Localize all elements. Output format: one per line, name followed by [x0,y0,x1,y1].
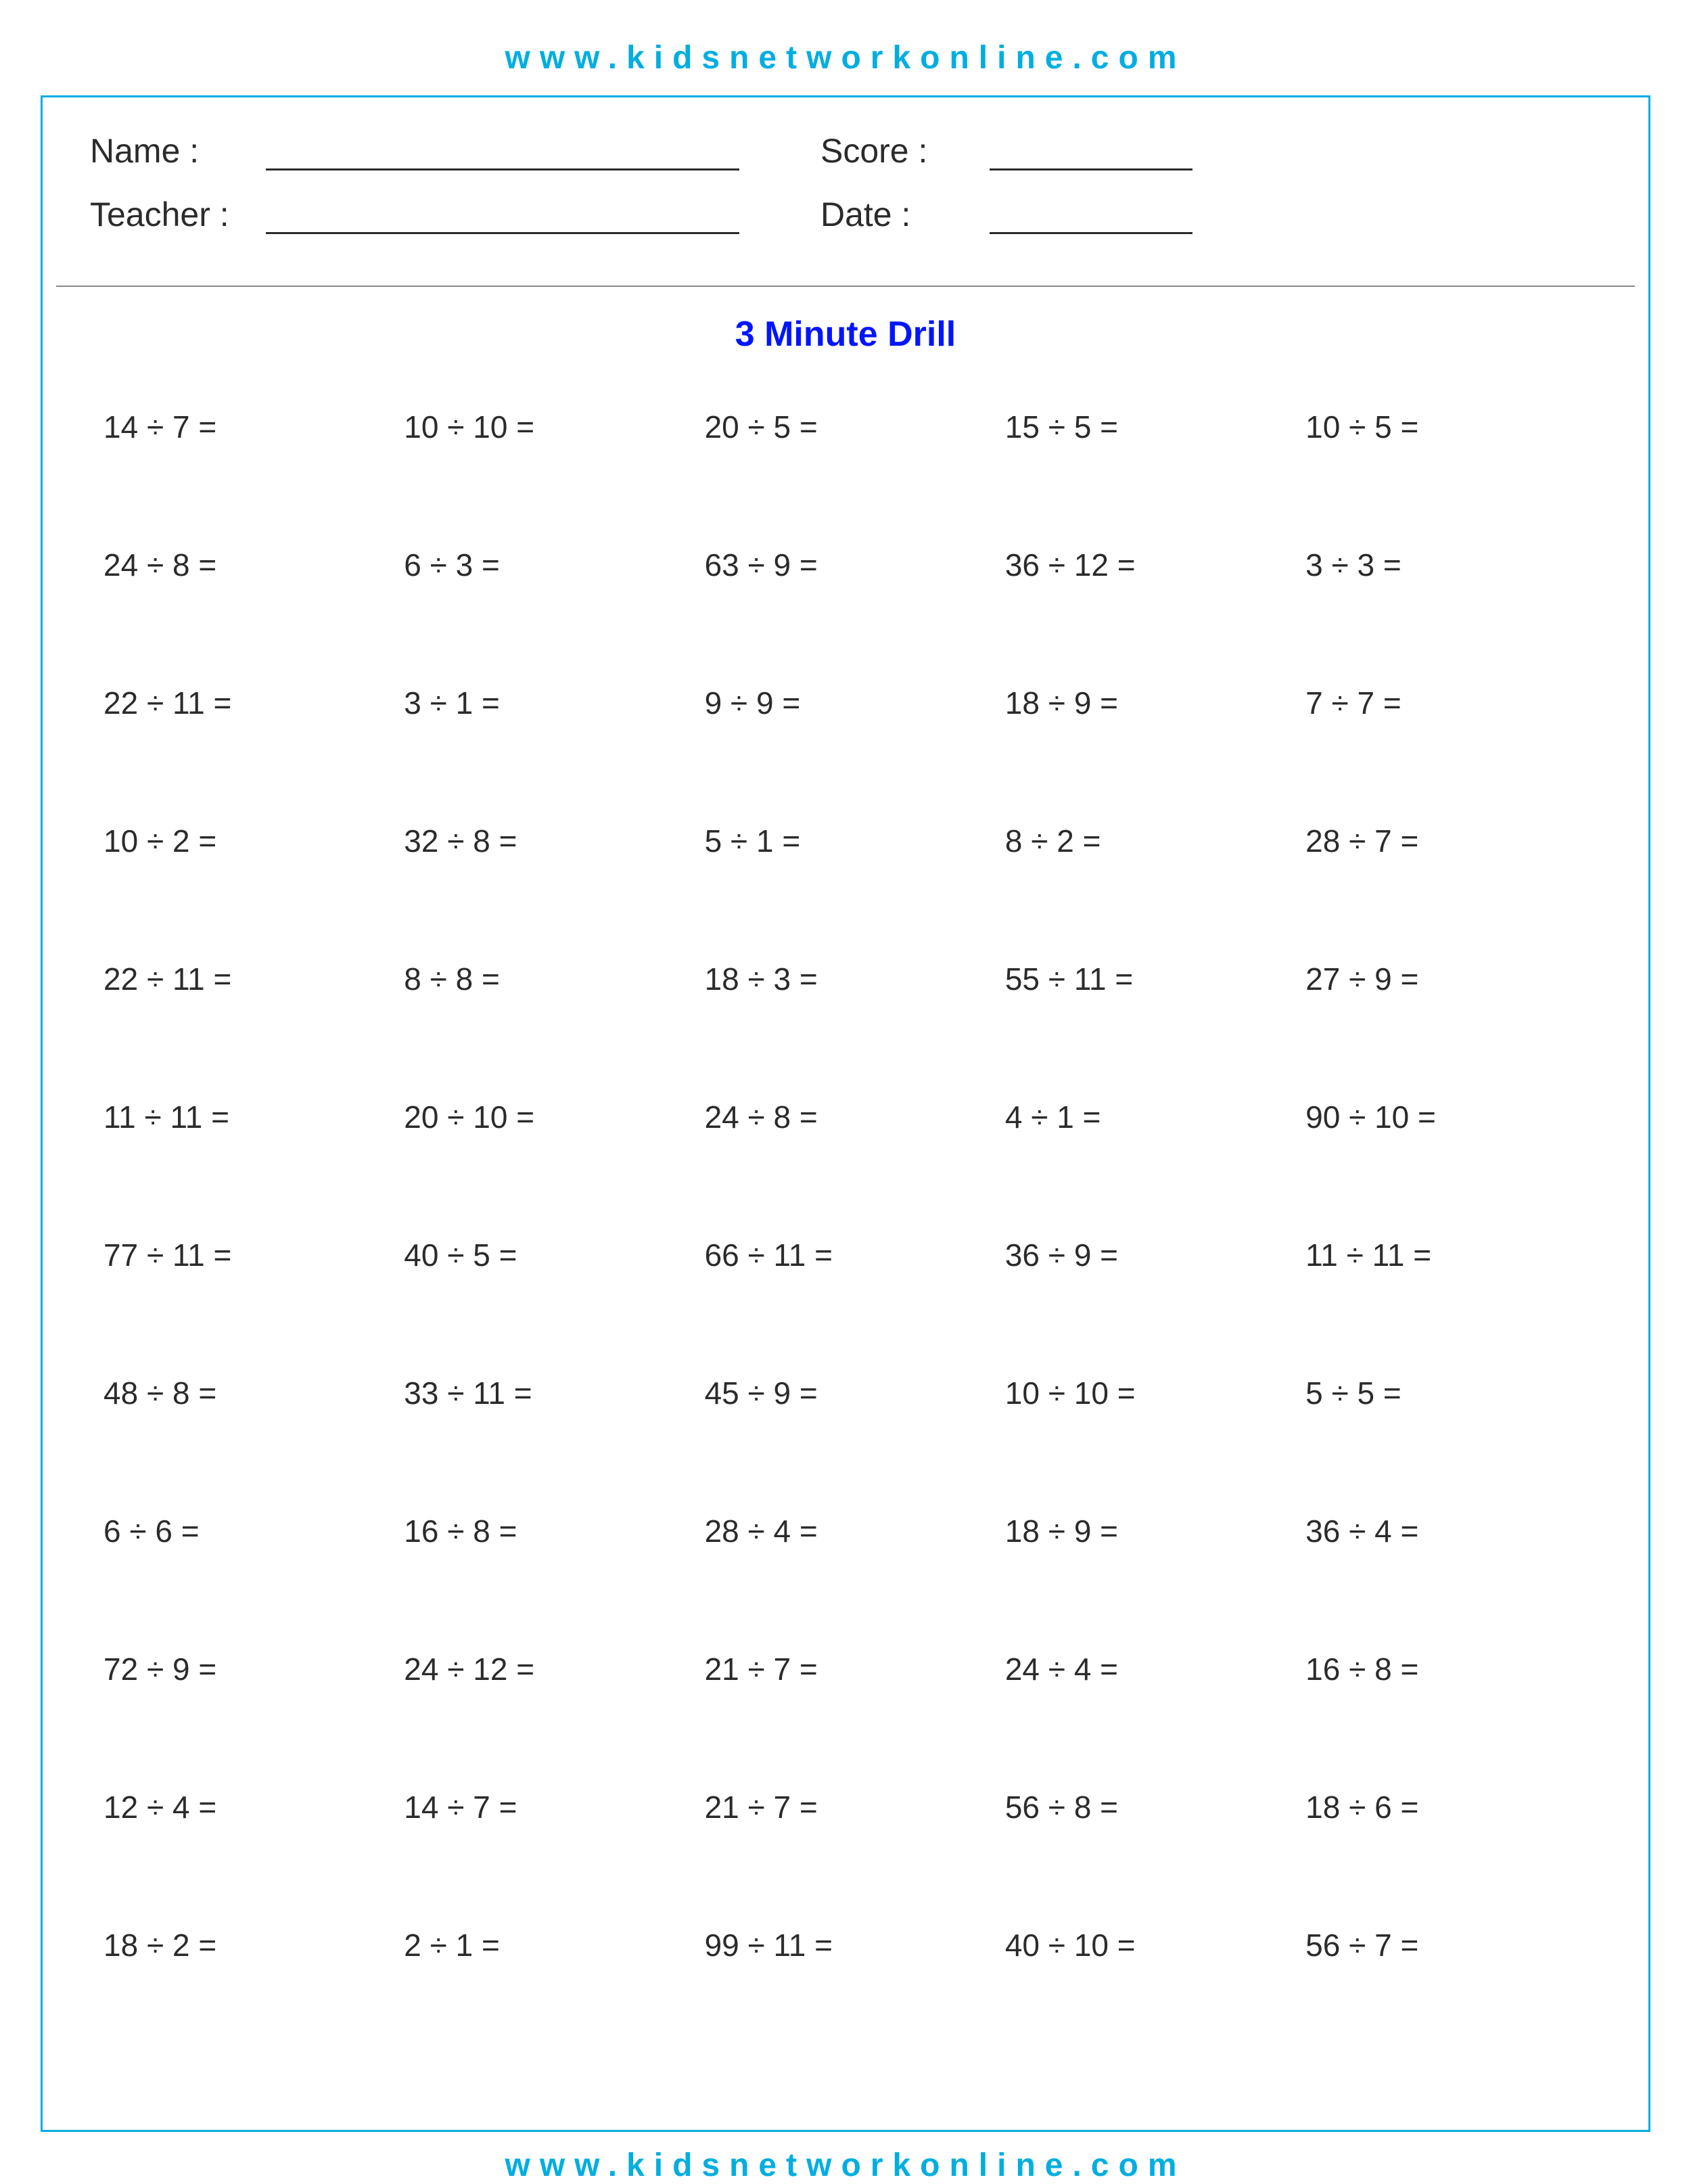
problem-cell: 11 ÷ 11 = [103,1099,386,1135]
problem-cell: 24 ÷ 8 = [705,1099,987,1135]
problem-row: 72 ÷ 9 = 24 ÷ 12 = 21 ÷ 7 = 24 ÷ 4 = 16 ÷ 8 … [103,1651,1588,1687]
teacher-label: Teacher : [90,195,266,234]
teacher-blank[interactable] [266,202,739,234]
problem-cell: 24 ÷ 4 = [1005,1651,1287,1687]
problem-cell: 40 ÷ 5 = [404,1237,686,1273]
problem-cell: 3 ÷ 1 = [404,685,686,721]
problem-cell: 18 ÷ 3 = [705,961,987,997]
problem-cell: 77 ÷ 11 = [103,1237,386,1273]
header-row-2: Teacher : Date : [90,195,1601,234]
problem-cell: 8 ÷ 2 = [1005,823,1287,859]
problem-row: 77 ÷ 11 = 40 ÷ 5 = 66 ÷ 11 = 36 ÷ 9 = 11 ÷ 1… [103,1237,1588,1273]
problem-cell: 4 ÷ 1 = [1005,1099,1287,1135]
problem-cell: 56 ÷ 7 = [1305,1927,1588,1963]
problem-cell: 27 ÷ 9 = [1305,961,1588,997]
score-blank[interactable] [990,138,1192,170]
problem-cell: 14 ÷ 7 = [404,1789,686,1825]
problem-cell: 10 ÷ 2 = [103,823,386,859]
problem-cell: 33 ÷ 11 = [404,1375,686,1411]
problem-cell: 14 ÷ 7 = [103,409,386,445]
problem-cell: 18 ÷ 6 = [1305,1789,1588,1825]
problem-cell: 40 ÷ 10 = [1005,1927,1287,1963]
score-label: Score : [820,131,990,170]
problem-cell: 66 ÷ 11 = [705,1237,987,1273]
problem-row: 22 ÷ 11 = 8 ÷ 8 = 18 ÷ 3 = 55 ÷ 11 = 27 ÷ 9 … [103,961,1588,997]
problem-cell: 20 ÷ 5 = [705,409,987,445]
problem-row: 10 ÷ 2 = 32 ÷ 8 = 5 ÷ 1 = 8 ÷ 2 = 28 ÷ 7 = [103,823,1588,859]
problem-cell: 3 ÷ 3 = [1305,547,1588,583]
problem-cell: 18 ÷ 2 = [103,1927,386,1963]
problem-cell: 48 ÷ 8 = [103,1375,386,1411]
problem-cell: 21 ÷ 7 = [705,1651,987,1687]
problem-cell: 32 ÷ 8 = [404,823,686,859]
problem-cell: 36 ÷ 9 = [1005,1237,1287,1273]
worksheet-title: 3 Minute Drill [43,287,1648,409]
problem-cell: 20 ÷ 10 = [404,1099,686,1135]
problem-cell: 24 ÷ 12 = [404,1651,686,1687]
problem-cell: 16 ÷ 8 = [1305,1651,1588,1687]
problem-row: 14 ÷ 7 = 10 ÷ 10 = 20 ÷ 5 = 15 ÷ 5 = 10 ÷ 5 … [103,409,1588,445]
problem-row: 6 ÷ 6 = 16 ÷ 8 = 28 ÷ 4 = 18 ÷ 9 = 36 ÷ 4 = [103,1513,1588,1549]
name-blank[interactable] [266,138,739,170]
problem-cell: 10 ÷ 10 = [404,409,686,445]
problem-row: 24 ÷ 8 = 6 ÷ 3 = 63 ÷ 9 = 36 ÷ 12 = 3 ÷ 3 = [103,547,1588,583]
problem-cell: 99 ÷ 11 = [705,1927,987,1963]
problem-row: 48 ÷ 8 = 33 ÷ 11 = 45 ÷ 9 = 10 ÷ 10 = 5 ÷ 5 … [103,1375,1588,1411]
problem-cell: 5 ÷ 5 = [1305,1375,1588,1411]
problem-cell: 56 ÷ 8 = [1005,1789,1287,1825]
bottom-url-banner: www.kidsnetworkonline.com [41,2132,1650,2184]
problem-cell: 6 ÷ 6 = [103,1513,386,1549]
worksheet-frame: Name : Score : Teacher : Date : 3 Minute… [41,95,1650,2132]
date-blank[interactable] [990,202,1192,234]
problem-cell: 5 ÷ 1 = [705,823,987,859]
name-label: Name : [90,131,266,170]
header-row-1: Name : Score : [90,131,1601,170]
problem-cell: 8 ÷ 8 = [404,961,686,997]
problem-row: 22 ÷ 11 = 3 ÷ 1 = 9 ÷ 9 = 18 ÷ 9 = 7 ÷ 7 = [103,685,1588,721]
problem-cell: 28 ÷ 7 = [1305,823,1588,859]
problem-cell: 10 ÷ 10 = [1005,1375,1287,1411]
problem-cell: 55 ÷ 11 = [1005,961,1287,997]
problem-cell: 21 ÷ 7 = [705,1789,987,1825]
problem-cell: 18 ÷ 9 = [1005,685,1287,721]
problem-cell: 12 ÷ 4 = [103,1789,386,1825]
problem-cell: 11 ÷ 11 = [1305,1237,1588,1273]
problem-cell: 36 ÷ 4 = [1305,1513,1588,1549]
problem-cell: 2 ÷ 1 = [404,1927,686,1963]
problem-cell: 72 ÷ 9 = [103,1651,386,1687]
problem-cell: 9 ÷ 9 = [705,685,987,721]
problems-grid: 14 ÷ 7 = 10 ÷ 10 = 20 ÷ 5 = 15 ÷ 5 = 10 ÷ 5 … [43,409,1648,1963]
problem-cell: 16 ÷ 8 = [404,1513,686,1549]
problem-cell: 22 ÷ 11 = [103,685,386,721]
problem-cell: 63 ÷ 9 = [705,547,987,583]
problem-cell: 22 ÷ 11 = [103,961,386,997]
problem-cell: 36 ÷ 12 = [1005,547,1287,583]
problem-row: 11 ÷ 11 = 20 ÷ 10 = 24 ÷ 8 = 4 ÷ 1 = 90 ÷ 10… [103,1099,1588,1135]
problem-cell: 6 ÷ 3 = [404,547,686,583]
problem-cell: 24 ÷ 8 = [103,547,386,583]
top-url-banner: www.kidsnetworkonline.com [41,27,1650,95]
problem-row: 12 ÷ 4 = 14 ÷ 7 = 21 ÷ 7 = 56 ÷ 8 = 18 ÷ 6 = [103,1789,1588,1825]
problem-cell: 45 ÷ 9 = [705,1375,987,1411]
problem-cell: 90 ÷ 10 = [1305,1099,1588,1135]
problem-cell: 7 ÷ 7 = [1305,685,1588,721]
problem-row: 18 ÷ 2 = 2 ÷ 1 = 99 ÷ 11 = 40 ÷ 10 = 56 ÷ 7 … [103,1927,1588,1963]
header-block: Name : Score : Teacher : Date : [43,97,1648,286]
problem-cell: 10 ÷ 5 = [1305,409,1588,445]
problem-cell: 28 ÷ 4 = [705,1513,987,1549]
date-label: Date : [820,195,990,234]
problem-cell: 18 ÷ 9 = [1005,1513,1287,1549]
problem-cell: 15 ÷ 5 = [1005,409,1287,445]
